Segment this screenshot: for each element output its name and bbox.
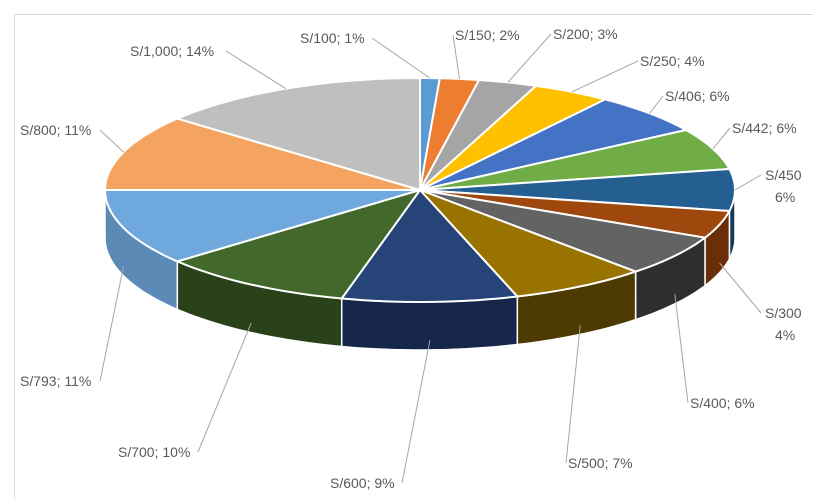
data-labels: S/100; 1% S/150; 2% S/200; 3% S/250; 4% S/40… — [20, 26, 802, 491]
data-label-S450: S/450 6% — [765, 167, 802, 205]
data-label-S300: S/300 4% — [765, 305, 802, 343]
leader-line-S700 — [197, 322, 252, 453]
leader-line-S200 — [507, 33, 552, 83]
leader-line-S450 — [734, 174, 762, 191]
data-label-S793: S/793; 11% — [20, 373, 91, 389]
leader-line-S793 — [99, 266, 125, 382]
pie-slice-S600 — [339, 188, 520, 303]
leader-line-S150 — [452, 34, 460, 79]
leader-lines — [99, 33, 762, 484]
data-label-S250: S/250; 4% — [640, 53, 705, 69]
chart-frame-left — [14, 14, 15, 499]
leader-line-S400 — [674, 294, 689, 404]
leader-line-S250 — [571, 60, 639, 93]
leader-line-S1000 — [225, 50, 287, 90]
data-label-S200: S/200; 3% — [553, 26, 618, 42]
leader-line-S442 — [712, 127, 731, 150]
data-label-S800: S/800; 11% — [20, 122, 91, 138]
leader-line-S500 — [565, 324, 581, 464]
data-label-S100: S/100; 1% — [300, 30, 365, 46]
pie-slice-S793 — [103, 189, 421, 263]
pie-slice-S800 — [103, 117, 421, 191]
leader-line-S800 — [99, 129, 124, 153]
leader-line-S100 — [371, 37, 431, 79]
data-label-S150: S/150; 2% — [455, 27, 520, 43]
data-label-S406: S/406; 6% — [665, 88, 730, 104]
data-label-S1000: S/1,000; 14% — [130, 43, 214, 59]
pie-slice-S500 — [419, 189, 639, 298]
leader-line-S600 — [401, 340, 431, 484]
leader-line-S300 — [719, 262, 762, 314]
pie-slice-S400 — [419, 189, 708, 273]
pie-slice-S700 — [174, 188, 423, 300]
pie-slice-S300 — [419, 189, 732, 239]
data-label-S400: S/400; 6% — [690, 395, 755, 411]
data-label-S600: S/600; 9% — [330, 475, 395, 491]
data-label-S500: S/500; 7% — [568, 455, 633, 471]
data-label-S442: S/442; 6% — [732, 120, 797, 136]
data-label-S700: S/700; 10% — [118, 444, 190, 460]
pie-tops — [103, 76, 737, 303]
leader-line-S406 — [649, 95, 664, 114]
pie-sides — [104, 189, 736, 351]
chart-frame-top — [14, 14, 813, 15]
